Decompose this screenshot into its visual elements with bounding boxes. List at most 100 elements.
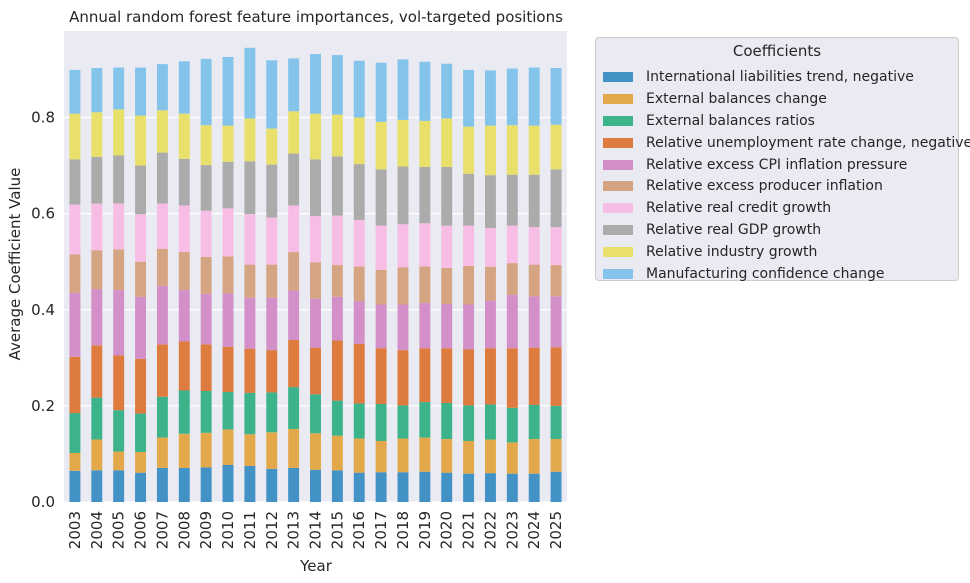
bar-segment — [506, 294, 518, 349]
bar-segment — [244, 465, 256, 502]
bar-segment — [266, 264, 278, 298]
bar-segment — [69, 254, 81, 293]
bar-segment — [441, 63, 453, 119]
bar-segment — [91, 470, 103, 502]
bar-segment — [69, 452, 81, 471]
bar-segment — [419, 167, 431, 224]
x-tick-label: 2008 — [175, 511, 193, 549]
bar-segment — [310, 54, 321, 114]
bar-segment — [288, 428, 300, 468]
bar-segment — [331, 215, 343, 266]
bar-segment — [69, 204, 81, 255]
bar-segment — [178, 158, 190, 206]
bar-segment — [288, 205, 300, 253]
x-tick-label: 2009 — [197, 511, 215, 549]
bar-segment — [484, 175, 496, 229]
bar-segment — [463, 225, 475, 267]
bar-segment — [484, 439, 496, 474]
bar-segment — [550, 439, 562, 472]
x-tick-label: 2010 — [219, 511, 237, 549]
bar-segment — [156, 64, 168, 111]
bar-segment — [113, 410, 125, 452]
legend-title: Coefficients — [732, 42, 822, 60]
x-tick-label: 2012 — [263, 511, 281, 549]
legend-swatch — [603, 225, 633, 236]
bar-segment — [178, 113, 190, 159]
bar-segment — [397, 472, 409, 502]
bar-segment — [266, 432, 278, 469]
legend-label: Relative industry growth — [646, 244, 818, 261]
bar-segment — [463, 405, 475, 441]
bar-segment — [550, 68, 562, 125]
bar-segment — [463, 349, 475, 406]
bar-segment — [528, 296, 540, 348]
bar-segment — [200, 344, 212, 391]
bar-segment — [528, 404, 540, 440]
x-tick-label: 2014 — [307, 511, 325, 549]
bar-segment — [135, 296, 147, 359]
bar-segment — [375, 403, 387, 441]
bar-segment — [135, 452, 147, 473]
legend-label: Relative real GDP growth — [646, 222, 822, 239]
bar-segment — [156, 344, 168, 397]
bar-segment — [463, 473, 475, 502]
bar-segment — [463, 69, 475, 127]
bar-segment — [135, 214, 147, 262]
bar-segment — [156, 203, 168, 249]
bar-segment — [266, 128, 278, 165]
legend-item: Relative real credit growth — [596, 197, 958, 219]
bar-segment — [113, 109, 125, 156]
bar-segment — [441, 439, 453, 473]
bar-segment — [353, 117, 365, 165]
bar-segment — [266, 60, 278, 129]
bar-segment — [310, 113, 321, 160]
legend-label: Manufacturing confidence change — [646, 265, 885, 282]
bar-segment — [113, 249, 125, 291]
legend-swatch — [603, 203, 633, 214]
bar-segment — [91, 156, 103, 204]
x-tick-label: 2004 — [88, 511, 106, 549]
bar-segment — [244, 264, 256, 298]
bar-segment — [288, 153, 300, 206]
bar-segment — [419, 303, 431, 349]
x-tick-label: 2022 — [481, 511, 499, 549]
bar-segment — [200, 125, 212, 166]
bar-segment — [528, 264, 540, 297]
bar-segment — [200, 58, 212, 126]
bar-segment — [156, 285, 168, 345]
bar-segment — [506, 125, 518, 175]
bar-segment — [353, 472, 365, 502]
y-tick-labels: 0.0 0.2 0.4 0.6 0.8 — [31, 109, 55, 511]
bar-segment — [528, 347, 540, 405]
bar-segment — [331, 296, 343, 341]
bar-segment — [397, 350, 409, 406]
legend-items: International liabilities trend, negativ… — [596, 66, 970, 285]
y-tick-label: 0.0 — [31, 493, 55, 511]
bar-segment — [244, 47, 256, 119]
bar-segment — [113, 67, 125, 110]
bar-segment — [244, 118, 256, 162]
bar-segment — [463, 304, 475, 350]
legend-item: Relative industry growth — [596, 241, 958, 263]
bar-segment — [222, 429, 234, 465]
bar-segment — [353, 343, 365, 404]
bar-segment — [178, 252, 190, 291]
legend-label: External balances ratios — [646, 112, 815, 129]
bar-segment — [375, 169, 387, 226]
bar-segment — [506, 348, 518, 408]
x-tick-label: 2011 — [241, 511, 259, 549]
bar-segment — [550, 227, 562, 266]
bar-segment — [69, 113, 81, 160]
bar-segment — [200, 432, 212, 468]
legend-swatch — [603, 247, 633, 258]
x-tick-label: 2018 — [394, 511, 412, 549]
bar-segment — [91, 112, 103, 157]
bar-segment — [353, 164, 365, 220]
bar-segment — [91, 439, 103, 471]
bar-segment — [178, 205, 190, 253]
bar-segment — [331, 400, 343, 436]
bar-segment — [331, 435, 343, 471]
legend-item: Manufacturing confidence change — [596, 263, 958, 285]
bar-segment — [222, 464, 234, 502]
x-tick-label: 2003 — [66, 511, 84, 549]
